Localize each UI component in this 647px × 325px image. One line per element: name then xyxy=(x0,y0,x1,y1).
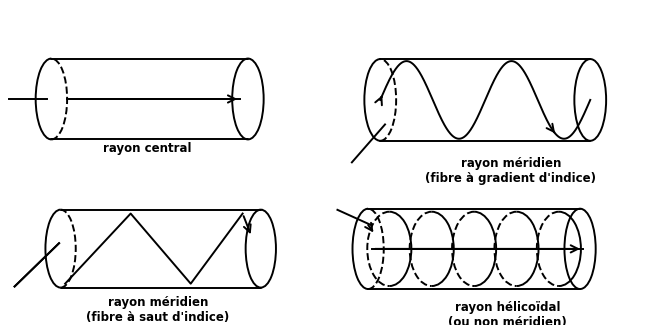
Text: rayon méridien
(fibre à gradient d'indice): rayon méridien (fibre à gradient d'indic… xyxy=(425,157,597,185)
Text: rayon central: rayon central xyxy=(103,142,191,155)
Text: rayon méridien
(fibre à saut d'indice): rayon méridien (fibre à saut d'indice) xyxy=(86,296,230,324)
Text: rayon hélicoïdal
(ou non méridien): rayon hélicoïdal (ou non méridien) xyxy=(448,301,567,325)
